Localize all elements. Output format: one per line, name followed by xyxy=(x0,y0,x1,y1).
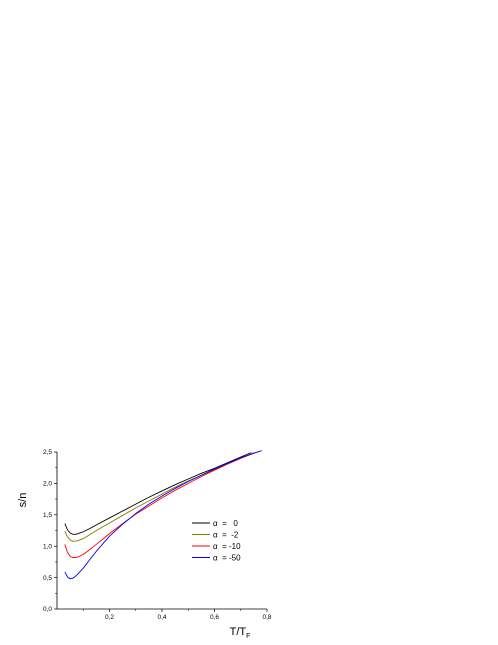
x-tick-label: 0,6 xyxy=(210,614,219,621)
y-tick-label: 1,5 xyxy=(43,512,52,519)
y-tick-label: 2,5 xyxy=(43,449,52,456)
y-tick-label: 1,0 xyxy=(43,543,52,550)
legend-label-2: α = -2 xyxy=(213,531,239,540)
y-axis-title: s/n xyxy=(17,493,29,508)
y-tick-label: 0,0 xyxy=(43,606,52,613)
y-tick-label: 0,5 xyxy=(43,575,52,582)
series-layer xyxy=(64,450,262,580)
series-line-1 xyxy=(64,452,252,535)
legend-label-3: α = -10 xyxy=(213,542,241,551)
axes: 0,2 0,4 0,6 0,8 0,0 0,5 1,0 1,5 2,0 2,5 xyxy=(43,449,272,621)
x-axis-title-main: T/T xyxy=(230,626,247,638)
x-tick-label: 0,2 xyxy=(105,614,114,621)
x-axis-title: T/TF xyxy=(230,626,251,640)
x-tick-label: 0,8 xyxy=(262,614,271,621)
series-line-4 xyxy=(64,450,262,580)
legend-label-1: α = 0 xyxy=(213,519,238,528)
x-axis-title-subscript: F xyxy=(246,633,250,640)
legend: α = 0 α = -2 α = -10 α = -50 xyxy=(192,519,241,563)
y-tick-label: 2,0 xyxy=(43,481,52,488)
legend-label-4: α = -50 xyxy=(213,554,241,563)
x-tick-label: 0,4 xyxy=(157,614,166,621)
